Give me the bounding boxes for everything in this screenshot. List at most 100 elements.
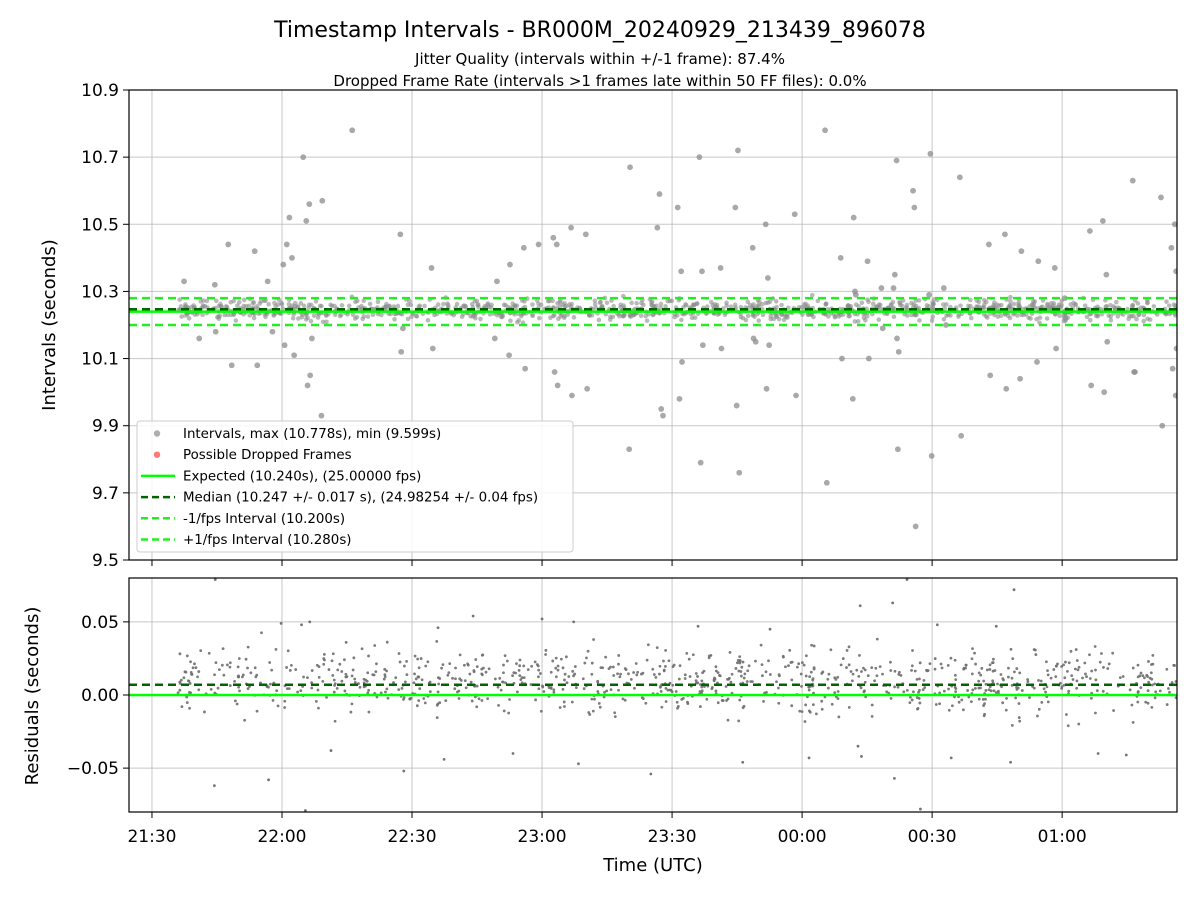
residual-point (288, 668, 292, 672)
interval-point (609, 298, 614, 303)
residual-point (714, 665, 718, 669)
residual-point (331, 673, 335, 677)
interval-point (1101, 389, 1108, 396)
residual-point (344, 672, 348, 676)
residual-point (699, 705, 702, 708)
interval-point (408, 302, 414, 308)
residual-point (502, 663, 505, 667)
residual-point (537, 675, 540, 679)
interval-point (697, 459, 704, 466)
interval-point (718, 345, 725, 352)
residual-point (1165, 703, 1169, 706)
interval-point (699, 268, 705, 275)
interval-point (569, 392, 575, 399)
residual-point (540, 617, 544, 621)
residual-point (536, 664, 540, 668)
residual-point (1015, 687, 1019, 691)
residual-point (246, 645, 250, 649)
interval-point (773, 299, 779, 304)
residual-point (918, 688, 921, 692)
legend-label: Possible Dropped Frames (183, 448, 352, 463)
residual-point (481, 653, 485, 657)
residual-point (1128, 688, 1132, 692)
residual-point (940, 666, 944, 670)
residual-point (982, 679, 986, 683)
residual-point (710, 686, 714, 689)
residual-point (1066, 669, 1069, 673)
interval-point (909, 312, 915, 318)
interval-point (995, 314, 1001, 320)
residual-point (807, 685, 811, 689)
interval-point (315, 315, 321, 320)
residual-point (573, 672, 577, 676)
residual-point (1174, 680, 1177, 683)
residual-point (191, 666, 195, 670)
residual-point (918, 677, 921, 681)
residual-point (826, 686, 830, 690)
residual-point (623, 698, 627, 702)
residual-point (859, 686, 863, 690)
interval-point (459, 314, 465, 320)
interval-point (338, 312, 344, 318)
y-tick-label: 9.7 (92, 484, 119, 504)
interval-point (1172, 392, 1177, 399)
residual-point (571, 669, 575, 673)
residual-point (641, 697, 645, 701)
residual-point (583, 661, 587, 665)
interval-point (550, 234, 557, 241)
residual-point (310, 669, 314, 672)
interval-point (956, 174, 963, 181)
residual-point (664, 648, 668, 652)
interval-point (756, 318, 762, 323)
residual-point (994, 624, 998, 628)
chart-subtitle-jitter: Jitter Quality (intervals within +/-1 fr… (414, 50, 785, 68)
residual-point (454, 666, 457, 670)
residual-point (700, 689, 704, 693)
interval-point (552, 312, 557, 318)
residual-point (899, 674, 903, 677)
residual-point (1010, 683, 1014, 687)
residual-point (592, 638, 595, 641)
residual-point (1094, 668, 1097, 672)
interval-point (929, 318, 935, 323)
residual-point (613, 715, 617, 719)
interval-point (848, 303, 854, 309)
interval-point (1073, 302, 1078, 308)
residual-point (743, 672, 747, 676)
interval-point (837, 254, 844, 261)
residual-point (977, 671, 981, 675)
residual-point (980, 666, 984, 670)
residual-point (1136, 700, 1140, 704)
residual-point (471, 614, 475, 618)
x-tick-label: 22:00 (257, 827, 306, 847)
residual-point (759, 643, 763, 647)
interval-point (679, 317, 684, 323)
residual-point (979, 673, 983, 677)
interval-point (397, 231, 404, 238)
residual-point (611, 665, 615, 669)
residual-point (243, 718, 247, 722)
interval-point (1099, 218, 1106, 224)
interval-point (1086, 228, 1093, 234)
residual-point (336, 668, 340, 672)
residual-point (718, 674, 722, 678)
residual-point (609, 688, 613, 692)
residual-point (366, 671, 370, 675)
residual-point (581, 677, 585, 681)
y-tick-label: 9.9 (92, 417, 119, 437)
x-tick-label: 22:30 (388, 827, 437, 847)
residual-point (367, 688, 371, 692)
residual-point (713, 677, 717, 681)
interval-point (1173, 268, 1177, 275)
y-tick-label: −0.05 (67, 759, 119, 779)
residual-point (635, 673, 639, 677)
residual-point (889, 696, 893, 700)
interval-point (823, 479, 830, 486)
residual-point (1075, 679, 1079, 683)
residual-point (632, 671, 636, 674)
interval-point (786, 305, 791, 311)
residual-point (373, 644, 377, 647)
residual-point (1054, 675, 1058, 679)
residual-point (1010, 723, 1014, 727)
interval-point (1053, 345, 1059, 352)
